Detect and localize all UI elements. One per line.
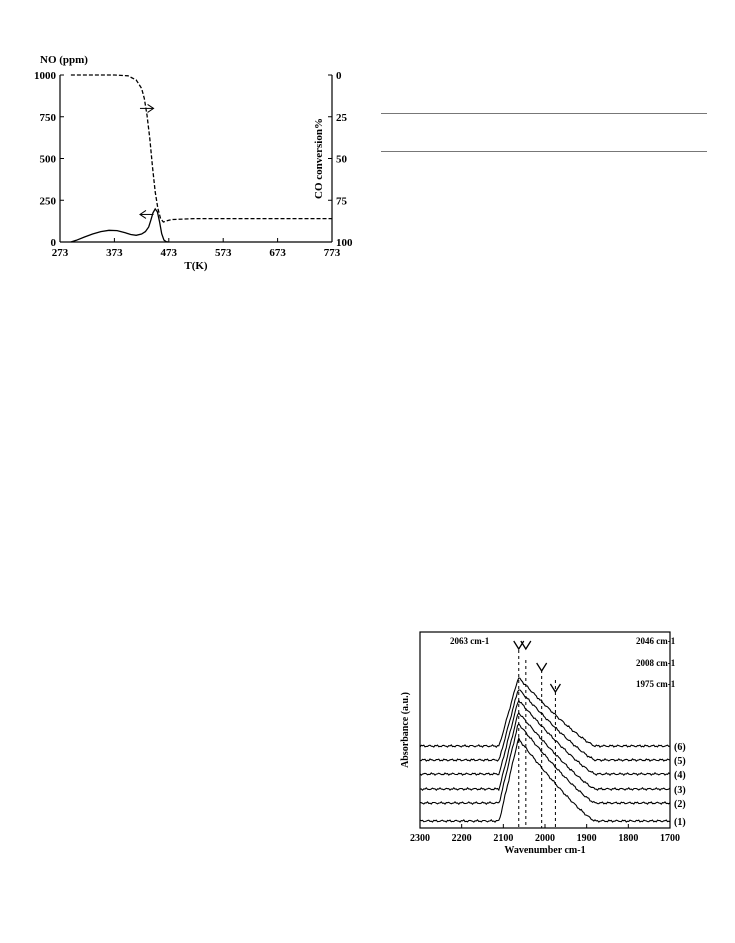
y-axis-label: Absorbance (a.u.) (400, 692, 411, 768)
series-label: (6) (674, 742, 686, 753)
x-tick-label: 1800 (618, 833, 638, 844)
y-right-tick-label: 100 (336, 237, 353, 249)
x-tick-label: 773 (324, 247, 341, 259)
spectrum-line (419, 699, 671, 777)
no-co-conversion-chart: 273 373 473 573 673 773 0 250 500 750 1000 0 25 50 75 1… (20, 45, 360, 295)
direction-arrow-head (147, 103, 155, 113)
no-ppm-line (70, 207, 169, 243)
y-right-axis-label: CO conversion% (313, 118, 325, 199)
table-rule-top (381, 113, 707, 114)
annotation-arrow (549, 683, 561, 694)
y-right-tick-label: 75 (336, 195, 348, 207)
y-left-tick-label: 250 (40, 195, 57, 207)
x-tick-label: 2000 (535, 833, 555, 844)
y-left-tick-label: 1000 (34, 70, 57, 82)
direction-arrow-head (139, 210, 147, 219)
x-tick-label: 573 (215, 247, 232, 259)
ir-spectra-chart: 2300 2200 2100 2000 1900 1800 1700 Wavenumber c… (388, 622, 698, 862)
y-left-tick-label: 500 (40, 154, 57, 166)
x-tick-label: 473 (161, 247, 178, 259)
x-axis-label: Wavenumber cm-1 (504, 845, 585, 856)
series-label: (4) (674, 770, 686, 781)
spectrum-line (420, 689, 671, 762)
chart-1-svg: 273 373 473 573 673 773 0 250 500 750 1000 0 25 50 75 1… (34, 54, 353, 272)
peak-annotation: 2046 cm-1 (636, 636, 676, 646)
x-tick-label: 2300 (410, 833, 430, 844)
x-tick-label: 2100 (493, 833, 513, 844)
y-right-tick-label: 0 (336, 70, 342, 82)
y-left-tick-label: 750 (40, 112, 57, 124)
co-conversion-line (70, 74, 332, 223)
x-tick-label: 2200 (452, 833, 472, 844)
x-tick-label: 1900 (577, 833, 597, 844)
peak-annotation: 2008 cm-1 (636, 658, 676, 668)
x-tick-label: 673 (269, 247, 286, 259)
x-tick-label: 373 (106, 247, 123, 259)
y-left-tick-label: 0 (51, 237, 57, 249)
table-rule-bottom (381, 151, 707, 152)
spectrum-line (419, 711, 671, 792)
spectrum-line (419, 677, 671, 749)
annotation-arrow (536, 662, 548, 673)
x-tick-label: 273 (52, 247, 69, 259)
peak-annotation: 2063 cm-1 (450, 636, 490, 646)
series-label: (2) (674, 799, 686, 810)
series-label: (5) (674, 756, 686, 767)
series-label: (3) (674, 785, 686, 796)
y-right-tick-label: 25 (336, 112, 348, 124)
x-tick-label: 1700 (660, 833, 680, 844)
peak-annotation: 1975 cm-1 (636, 679, 676, 689)
spectrum-line (419, 736, 671, 823)
y-left-axis-label: NO (ppm) (40, 54, 88, 66)
annotation-arrow (520, 640, 532, 651)
chart-2-svg: 2300 2200 2100 2000 1900 1800 1700 Wavenumber c… (400, 631, 686, 856)
spectrum-line (419, 722, 671, 806)
series-label: (1) (674, 817, 686, 828)
x-axis-label: T(K) (184, 260, 208, 272)
y-right-tick-label: 50 (336, 154, 348, 166)
